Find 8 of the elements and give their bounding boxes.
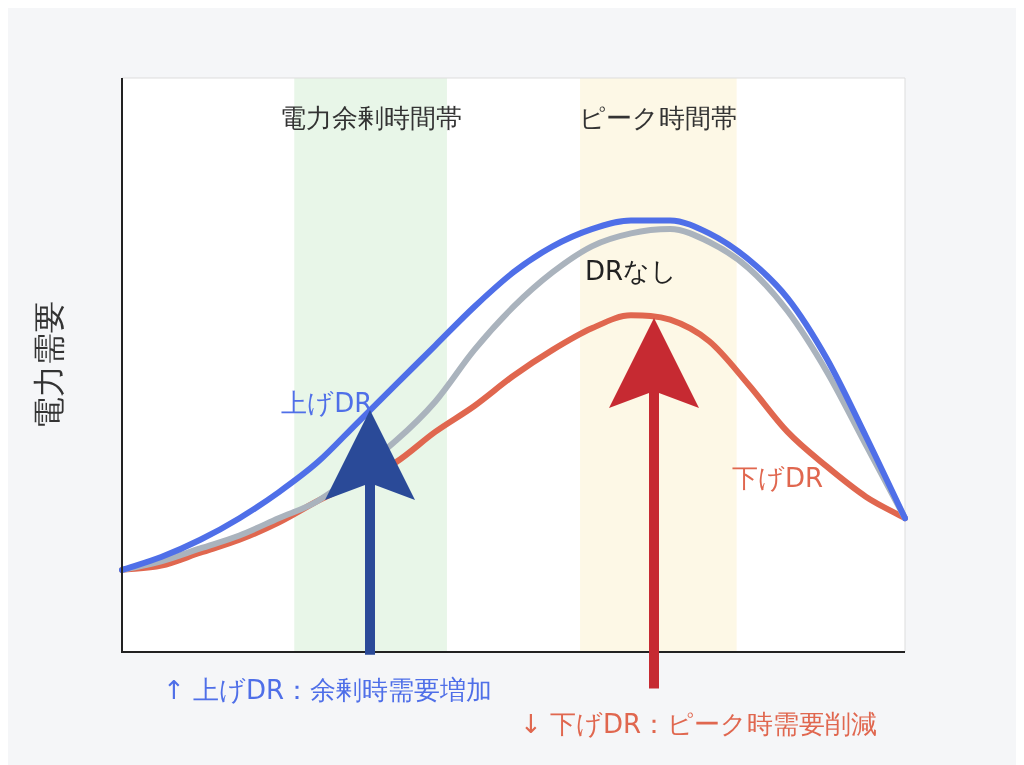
text: 電力余剰時間帯	[279, 102, 462, 133]
series-label: DRなし	[584, 256, 677, 287]
y-axis-title: 電力需要	[30, 301, 69, 429]
series-label: 上げDR	[281, 388, 373, 419]
series-label: 下げDR	[732, 462, 824, 493]
text: ↑ 上げDR：余剰時需要増加	[163, 674, 493, 705]
text: ピーク時間帯	[579, 102, 738, 133]
text: ↓ 下げDR：ピーク時需要削減	[520, 708, 878, 739]
